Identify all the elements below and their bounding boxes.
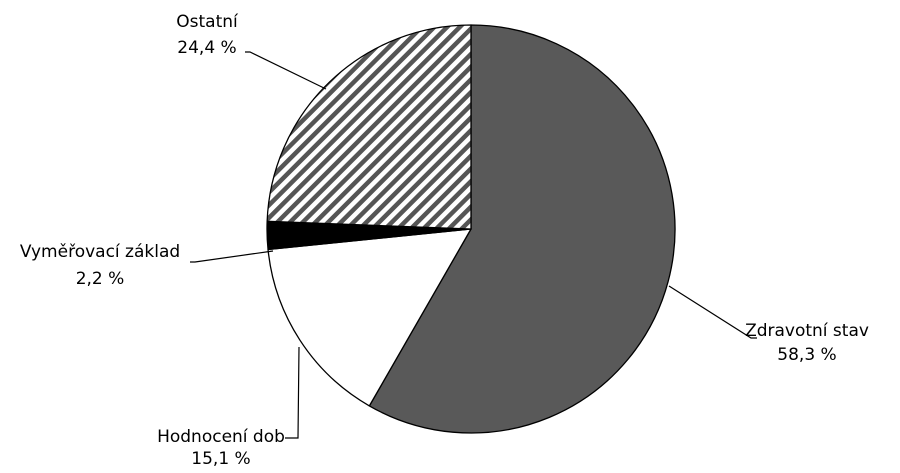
- leader-line-zdravotni-stav: [668, 285, 757, 339]
- slice-value-ostatni: 24,4 %: [177, 38, 236, 58]
- leader-lines: [190, 51, 757, 439]
- slice-label-hodnoceni-dob: Hodnocení dob: [157, 427, 285, 447]
- leader-line-vymerovaci-zaklad: [190, 250, 274, 263]
- pie-slice-ostatni: [266, 24, 472, 230]
- leader-line-hodnoceni-dob: [285, 346, 300, 439]
- slice-label-zdravotni-stav: Zdravotní stav: [745, 321, 869, 341]
- leader-line-ostatni: [245, 51, 327, 90]
- slice-value-vymerovaci-zaklad: 2,2 %: [76, 269, 125, 289]
- pie-slice-zdravotni-stav: [368, 24, 676, 434]
- slice-label-vymerovaci-zaklad: Vyměřovací základ: [20, 242, 180, 262]
- slice-value-zdravotni-stav: 58,3 %: [777, 345, 836, 365]
- pie-slices: [266, 24, 676, 434]
- pie-slice-hodnoceni-dob: [267, 228, 472, 407]
- slice-label-ostatni: Ostatní: [176, 12, 239, 32]
- slice-value-hodnoceni-dob: 15,1 %: [191, 449, 250, 469]
